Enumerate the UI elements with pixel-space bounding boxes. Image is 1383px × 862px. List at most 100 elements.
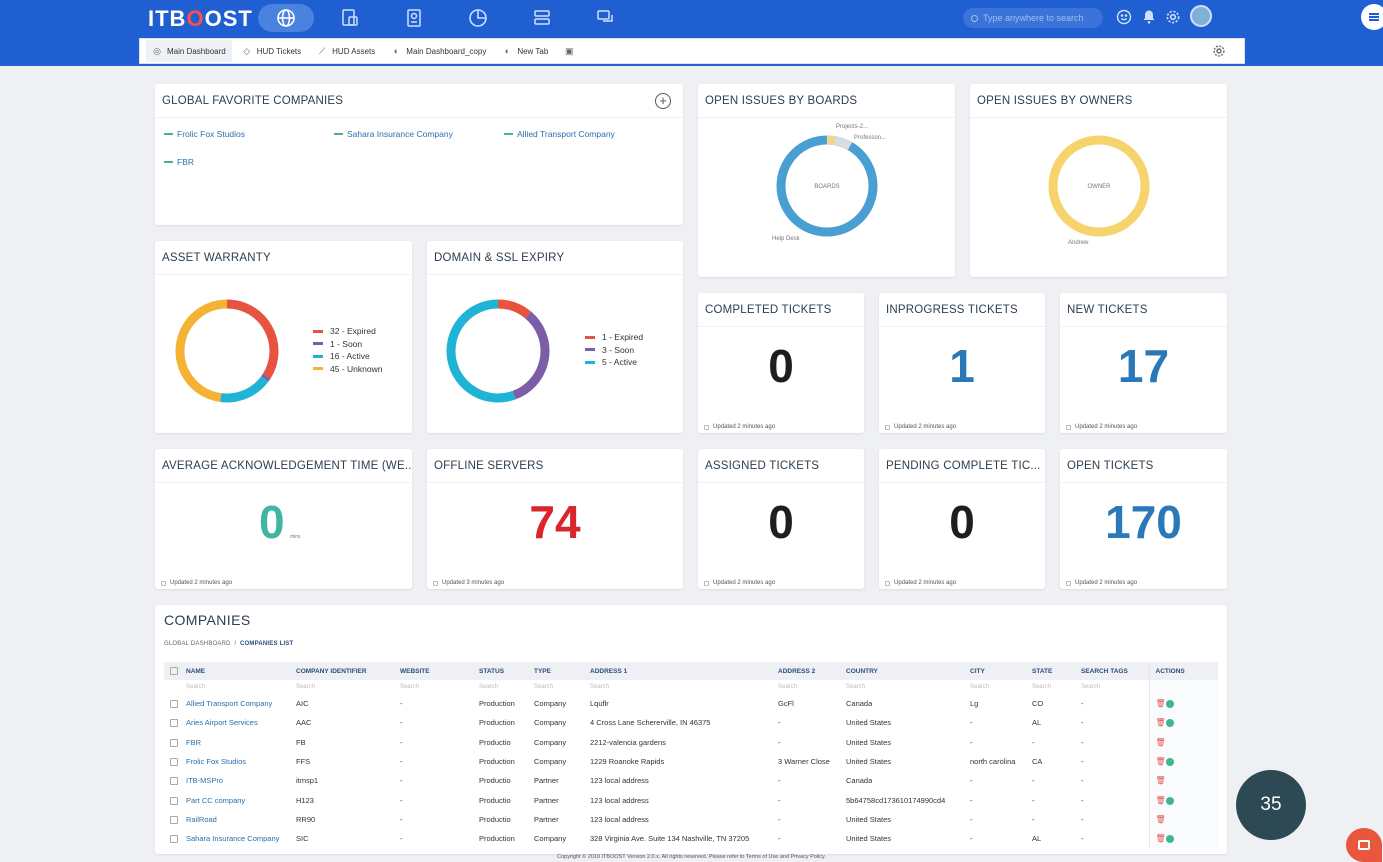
pie-chart-icon[interactable] [450,4,506,32]
chat-icon[interactable] [578,4,634,32]
column-header[interactable]: WEBSITE [394,662,473,680]
smiley-icon[interactable] [1115,8,1133,26]
add-favorite-icon[interactable] [1165,719,1174,728]
delete-icon[interactable]: 🗑 [1155,834,1166,844]
favorite-company-item[interactable]: FBR [164,157,194,167]
inprogress-tickets-count[interactable]: 1 [949,340,975,392]
completed-tickets-count[interactable]: 0 [768,340,794,392]
column-header[interactable]: NAME [180,662,290,680]
column-filter-input[interactable]: Search [778,684,798,690]
column-header[interactable]: CITY [964,662,1026,680]
delete-icon[interactable]: 🗑 [1155,718,1166,728]
table-row[interactable]: RailRoad RR90 - Productio Partner 123 local a… [164,809,1218,830]
add-favorite-icon[interactable] [1165,700,1174,709]
column-header[interactable]: TYPE [528,662,584,680]
owners-ring[interactable] [1048,135,1150,237]
warranty-slice-active[interactable] [220,376,269,403]
favorite-company-item[interactable]: Frolic Fox Studios [164,129,245,139]
delete-icon[interactable]: 🗑 [1155,757,1166,767]
row-checkbox[interactable] [164,752,180,771]
tab-main-dashboard[interactable]: ◎ Main Dashboard [146,40,232,62]
assigned-tickets-count[interactable]: 0 [768,496,794,548]
row-checkbox[interactable] [164,810,180,829]
ticket-icon[interactable] [386,4,442,32]
table-row[interactable]: Sahara Insurance Company SIC - Production Co… [164,829,1218,849]
domain-slice-active[interactable] [446,299,516,403]
column-filter-input[interactable]: Search [1032,684,1052,690]
column-filter-input[interactable]: Search [590,684,610,690]
company-name-link[interactable]: Sahara Insurance Company [186,834,280,844]
column-filter-input[interactable]: Search [1081,684,1101,690]
column-filter-input[interactable]: Search [534,684,554,690]
tab-main-dashboard-copy[interactable]: ◐ Main Dashboard_copy [385,40,492,62]
table-row[interactable]: Frolic Fox Studios FFS - Production Company 1… [164,751,1218,772]
row-checkbox[interactable] [164,694,180,713]
delete-icon[interactable]: 🗑 [1155,699,1166,709]
domain-slice-expired[interactable] [497,299,532,319]
company-name-link[interactable]: Aries Airport Services [186,718,258,728]
column-header[interactable]: STATUS [473,662,528,680]
tab-new-tab[interactable]: ◐ New Tab [496,40,554,62]
ack-time-value[interactable]: 0 [259,496,285,548]
add-favorite-icon[interactable] [1165,758,1174,767]
add-favorite-icon[interactable] [1165,835,1174,844]
delete-icon[interactable]: 🗑 [1155,795,1166,805]
column-filter-input[interactable]: Search [846,684,866,690]
company-name-link[interactable]: FBR [186,737,201,747]
breadcrumb-root[interactable]: GLOBAL DASHBOARD [164,641,231,647]
table-row[interactable]: FBR FB - Productio Company 2212-valencia gard… [164,732,1218,752]
column-filter-input[interactable]: Search [970,684,990,690]
delete-icon[interactable]: 🗑 [1155,776,1166,786]
tab-settings-gear-icon[interactable] [1212,44,1226,58]
column-header[interactable]: ADDRESS 2 [772,662,840,680]
open-tickets-count[interactable]: 170 [1105,496,1182,548]
favorite-company-item[interactable]: Allied Transport Company [504,129,615,139]
column-filter-input[interactable]: Search [296,684,316,690]
pending-complete-tickets-count[interactable]: 0 [949,496,975,548]
new-tickets-count[interactable]: 17 [1117,340,1170,392]
add-favorite-button[interactable]: + [655,93,671,109]
table-row[interactable]: Allied Transport Company AIC - Production Co… [164,694,1218,714]
table-row[interactable]: ITB-MSPro itmsp1 - Productio Partner 123 loca… [164,771,1218,791]
boards-segment-minor[interactable] [826,135,836,146]
asset-icon[interactable] [322,4,378,32]
column-filter-input[interactable]: Search [186,684,206,690]
delete-icon[interactable]: 🗑 [1155,737,1166,747]
bell-icon[interactable] [1140,8,1158,26]
warranty-slice-expired[interactable] [226,299,279,379]
column-header[interactable]: COMPANY IDENTIFIER [290,662,394,680]
user-avatar[interactable] [1190,5,1212,27]
offline-servers-count[interactable]: 74 [529,496,581,548]
tab-hud-assets[interactable]: ⟋ HUD Assets [311,40,381,62]
add-tab-button[interactable]: ▣ [558,40,580,62]
row-checkbox[interactable] [164,771,180,790]
company-name-link[interactable]: RailRoad [186,814,217,824]
company-name-link[interactable]: Frolic Fox Studios [186,757,247,767]
company-name-link[interactable]: Allied Transport Company [186,699,273,709]
table-row[interactable]: Part CC company H123 - Productio Partner 123 … [164,790,1218,810]
column-header[interactable]: ACTIONS [1148,662,1218,680]
row-checkbox[interactable] [164,713,180,732]
live-chat-button[interactable] [1346,828,1382,862]
hamburger-menu-icon[interactable] [1361,4,1383,30]
server-icon[interactable] [514,4,570,32]
table-row[interactable]: Aries Airport Services AAC - Production Comp… [164,713,1218,733]
company-name-link[interactable]: Part CC company [186,795,246,805]
tab-hud-tickets[interactable]: ◇ HUD Tickets [236,40,307,62]
domain-slice-soon[interactable] [512,311,550,400]
itboost-logo[interactable]: ITBOOST [148,6,253,32]
select-all-checkbox[interactable] [164,662,180,680]
warranty-slice-soon[interactable] [261,373,271,382]
column-header[interactable]: SEARCH TAGS [1075,662,1149,680]
column-filter-input[interactable]: Search [400,684,420,690]
column-filter-input[interactable]: Search [479,684,499,690]
company-name-link[interactable]: ITB-MSPro [186,776,224,786]
column-header[interactable]: STATE [1026,662,1075,680]
add-favorite-icon[interactable] [1165,796,1174,805]
search-input[interactable]: Type anywhere to search [963,8,1103,28]
settings-gear-icon[interactable] [1164,8,1182,26]
delete-icon[interactable]: 🗑 [1155,814,1166,824]
warranty-slice-unknown[interactable] [175,299,228,403]
row-checkbox[interactable] [164,829,180,848]
row-checkbox[interactable] [164,733,180,752]
